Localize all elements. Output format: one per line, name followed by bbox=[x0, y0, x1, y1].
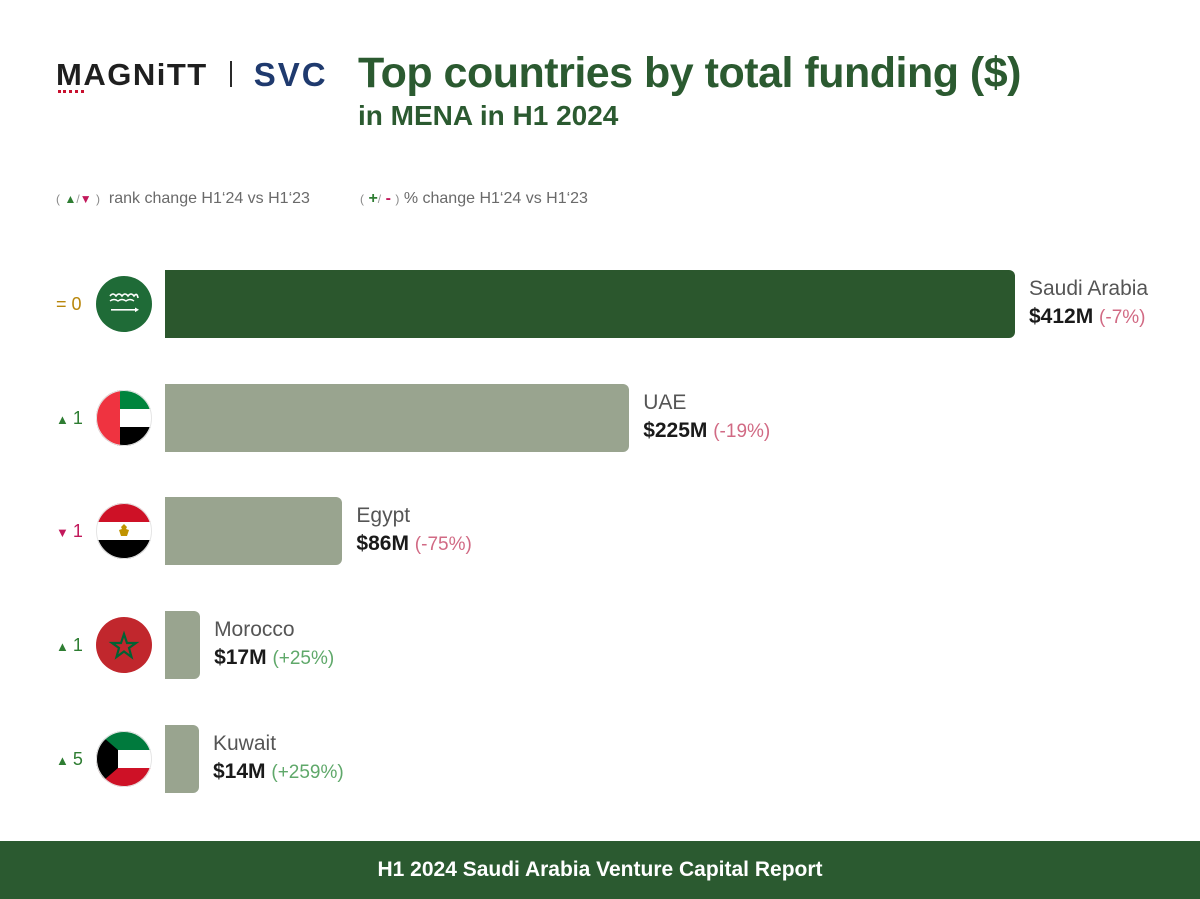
logos: MAGNiTT SVC bbox=[56, 52, 328, 96]
chart-row-morocco: ▲ 1 Morocco $17M (+25%) bbox=[0, 611, 1200, 679]
down-arrow-icon: ▼ bbox=[79, 192, 92, 206]
bar-label: UAE $225M (-19%) bbox=[643, 390, 770, 447]
saudi-arabia-flag-icon bbox=[96, 276, 152, 332]
rank-up-icon: ▲ bbox=[56, 753, 69, 768]
pct-change-legend: ( +/ - ) % change H1‘24 vs H1‘23 bbox=[360, 190, 588, 207]
pct-change: (+25%) bbox=[272, 648, 335, 669]
logo-divider bbox=[229, 61, 232, 87]
funding-value: $86M (-75%) bbox=[356, 532, 471, 555]
bar-label: Saudi Arabia $412M (-7%) bbox=[1029, 276, 1148, 333]
rank-change-legend-label: rank change H1‘24 vs H1‘23 bbox=[108, 190, 310, 207]
rank-change: ▲ 1 bbox=[56, 635, 83, 657]
rank-up-icon: ▲ bbox=[56, 412, 69, 427]
funding-amount: $86M bbox=[356, 532, 415, 555]
kuwait-flag-icon bbox=[96, 731, 152, 787]
bar bbox=[165, 384, 630, 452]
minus-icon: - bbox=[385, 190, 391, 207]
svc-logo: SVC bbox=[253, 55, 328, 93]
pct-change: (-75%) bbox=[414, 534, 472, 555]
plus-icon: + bbox=[368, 190, 378, 207]
funding-amount: $17M bbox=[214, 646, 273, 669]
rank-up-icon: ▲ bbox=[56, 639, 69, 654]
rank-down-icon: ▼ bbox=[56, 525, 69, 540]
up-arrow-icon: ▲ bbox=[64, 192, 77, 206]
bar bbox=[165, 725, 199, 793]
bar-label: Morocco $17M (+25%) bbox=[214, 617, 334, 674]
country-name: UAE bbox=[643, 391, 687, 414]
rank-change-value: = 0 bbox=[56, 294, 82, 314]
uae-flag-icon bbox=[96, 390, 152, 446]
bar bbox=[165, 497, 343, 565]
chart-row-kuwait: ▲ 5 Kuwait $14M (+259%) bbox=[0, 725, 1200, 793]
rank-change-value: 1 bbox=[72, 521, 83, 541]
funding-value: $412M (-7%) bbox=[1029, 305, 1146, 328]
bar bbox=[165, 270, 1015, 338]
pct-change-legend-label: % change H1‘24 vs H1‘23 bbox=[403, 190, 588, 207]
chart-subtitle: in MENA in H1 2024 bbox=[358, 100, 619, 131]
country-name: Egypt bbox=[356, 504, 411, 527]
rank-change: ▲ 5 bbox=[56, 749, 83, 771]
rank-change: ▼ 1 bbox=[56, 521, 83, 543]
country-name: Saudi Arabia bbox=[1029, 277, 1149, 300]
rank-change-legend: ( ▲/▼ ) rank change H1‘24 vs H1‘23 bbox=[56, 190, 310, 207]
rank-change: ▲ 1 bbox=[56, 408, 83, 430]
chart-row-egypt: ▼ 1 Egypt $86M (-75%) bbox=[0, 497, 1200, 565]
funding-value: $17M (+25%) bbox=[214, 646, 334, 669]
funding-value: $14M (+259%) bbox=[213, 760, 344, 783]
pct-change: (+259%) bbox=[271, 762, 344, 783]
pct-change: (-19%) bbox=[713, 421, 771, 442]
funding-amount: $412M bbox=[1029, 305, 1100, 328]
bar-label: Kuwait $14M (+259%) bbox=[213, 731, 344, 788]
chart-row-saudi-arabia: = 0 Saudi Arabia $412M (-7%) bbox=[0, 270, 1200, 338]
footer-text: H1 2024 Saudi Arabia Venture Capital Rep… bbox=[377, 858, 823, 881]
footer-banner: H1 2024 Saudi Arabia Venture Capital Rep… bbox=[0, 841, 1200, 899]
country-name: Kuwait bbox=[213, 732, 277, 755]
pct-change: (-7%) bbox=[1099, 307, 1146, 328]
magnitt-logo: MAGNiTT bbox=[56, 59, 208, 93]
rank-change-value: 1 bbox=[72, 635, 83, 655]
rank-change-value: 5 bbox=[72, 749, 83, 769]
chart-title: Top countries by total funding ($) bbox=[358, 49, 1021, 97]
chart-row-uae: ▲ 1 UAE $225M (-19%) bbox=[0, 384, 1200, 452]
egypt-flag-icon bbox=[96, 503, 152, 559]
bar-label: Egypt $86M (-75%) bbox=[356, 503, 471, 560]
rank-change-value: 1 bbox=[72, 408, 83, 428]
bar bbox=[165, 611, 201, 679]
funding-amount: $14M bbox=[213, 760, 272, 783]
country-name: Morocco bbox=[214, 618, 295, 641]
funding-value: $225M (-19%) bbox=[643, 419, 770, 442]
rank-change: = 0 bbox=[56, 294, 82, 314]
morocco-flag-icon bbox=[96, 617, 152, 673]
funding-amount: $225M bbox=[643, 419, 714, 442]
